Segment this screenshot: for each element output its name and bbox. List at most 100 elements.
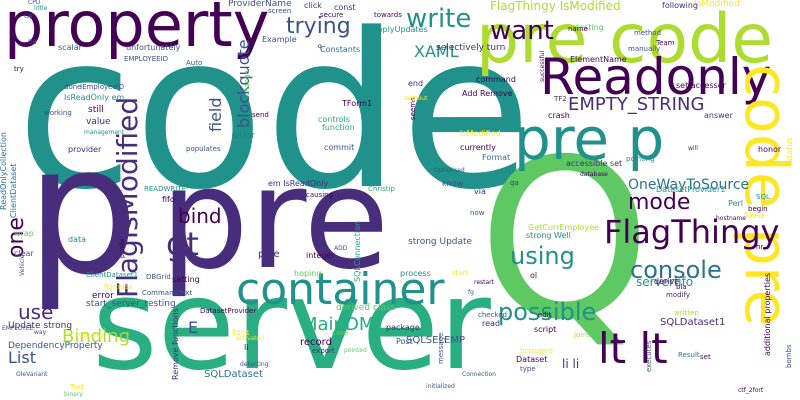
word-result: Result [678, 351, 700, 359]
word-flagthingy: FlagThingy [604, 213, 780, 251]
word-select: SELECT [232, 133, 255, 140]
word-sqldataset: SQLDataset [204, 369, 263, 380]
word-populates: populates [186, 145, 221, 153]
word-begin: begin [748, 205, 768, 213]
word-team: Team [656, 39, 675, 47]
word-container: container [236, 264, 445, 315]
word-olevariant: OleVariant [16, 371, 48, 378]
word-readonly: Readonly [540, 48, 772, 106]
word-hoping: hoping [294, 269, 322, 278]
word-value: value [86, 117, 111, 127]
word-strong-well: strong Well [526, 231, 571, 240]
word-list: List [8, 348, 36, 367]
word-case: case [332, 329, 349, 337]
word-accessible-set: accessible set [566, 159, 623, 168]
word-use: use [18, 300, 54, 324]
word-em-isreadonly: em IsReadOnly [268, 179, 329, 188]
word-derive: derive [654, 277, 680, 286]
word-strong-update: strong Update [408, 237, 473, 247]
word-datasetprovider1: DatasetProvider1 [656, 185, 726, 194]
word-constants: Constants [320, 45, 361, 54]
word-text: Text [70, 383, 85, 391]
word-joins: joins [574, 331, 591, 339]
word-checked: checked [478, 311, 507, 319]
word-binding: Binding [62, 326, 131, 347]
word-sqlconnection: SQLConnection [353, 220, 362, 282]
word-write: write [406, 4, 472, 34]
word-set: set [700, 353, 711, 361]
word-employeeid: EMPLOYEEID [124, 55, 169, 63]
word-database: database [580, 171, 608, 178]
word-crash: crash [548, 111, 570, 120]
word-now: now [470, 209, 485, 217]
word-testing: testing [576, 23, 604, 32]
word-done: done [64, 83, 82, 91]
word-status: status [785, 137, 794, 162]
word-sql: SQL [756, 193, 770, 201]
word-cpu: CPU [28, 0, 41, 6]
word-field: field [206, 97, 225, 132]
word-post: Post [396, 337, 413, 346]
word-name: name [568, 25, 588, 33]
word-script: script [534, 325, 557, 334]
word-purple: purple [119, 238, 126, 258]
word-pipe: pipe [258, 249, 280, 260]
word-message: message [437, 332, 445, 364]
word-ismodified: IsModified [460, 129, 501, 138]
word-setting: setting [172, 275, 200, 284]
word-try: try [14, 65, 24, 73]
word-trying: trying [286, 14, 351, 39]
word-start: start [452, 269, 469, 277]
word-sqlselemp: SQLSELEMP [406, 335, 466, 346]
word-executes: executes [645, 340, 653, 372]
word-pre: pre [160, 138, 390, 301]
word-process: process [400, 269, 431, 278]
word-type: type [520, 365, 536, 373]
word-still: still [88, 105, 104, 115]
word-clear: clear [14, 249, 34, 258]
word-pre-p: pre p [514, 105, 665, 173]
word-restart: restart [474, 279, 495, 286]
word-format: Format [482, 153, 511, 162]
word-initialized: initialized [426, 383, 455, 390]
word-change: change [243, 70, 251, 96]
word-export: export [312, 347, 335, 355]
word-send: send [252, 111, 269, 119]
word-possible: possible [498, 298, 597, 326]
word-readonlycollection: ReadOnlyCollection [0, 132, 8, 210]
word-datasetprovider: DatasetProvider [200, 307, 257, 315]
word-xaml: XAML [414, 42, 459, 61]
word-providername: ProviderName [228, 0, 292, 9]
word-isreadonly-em: IsReadOnly em [64, 93, 125, 102]
word-q: Q [478, 112, 652, 368]
word-answer: answer [704, 111, 733, 120]
word-fixed: fixed [744, 211, 764, 220]
word-wrap: wrap [14, 229, 34, 238]
word-selectively-turn: selectively turn [436, 43, 506, 53]
word-iemployeeid: IEmployeeID [80, 83, 125, 91]
word-console: console [630, 256, 722, 284]
word-error: error [92, 291, 114, 301]
word-screen: screen [268, 7, 292, 15]
word-clientdataset: ClientDataset [9, 163, 18, 219]
word-bla: bla [676, 283, 687, 291]
word-unfortunately: unfortunately [126, 43, 181, 52]
word-know: know [442, 179, 464, 188]
word-modify: modify [666, 291, 690, 299]
word-management: management [84, 129, 125, 136]
word-hostname: hostname [716, 215, 746, 222]
word-little: little [34, 5, 48, 12]
word-click: click [304, 1, 322, 10]
word-fifo: fifo [162, 195, 175, 204]
word-end: end [408, 79, 424, 88]
word-serverfifo: serverfifo [636, 275, 694, 289]
word-ctf-2fort: ctf_2fort [738, 387, 764, 394]
word-p: p [26, 107, 139, 314]
word-package: package [386, 323, 420, 332]
word-auto: Auto [186, 59, 203, 67]
word-edit1: Edit1 [232, 329, 251, 337]
word-tform1: TForm1 [342, 99, 373, 108]
word-getcurremployee: GetCurrEmployee [528, 223, 599, 232]
word-honor: honor [758, 145, 782, 154]
